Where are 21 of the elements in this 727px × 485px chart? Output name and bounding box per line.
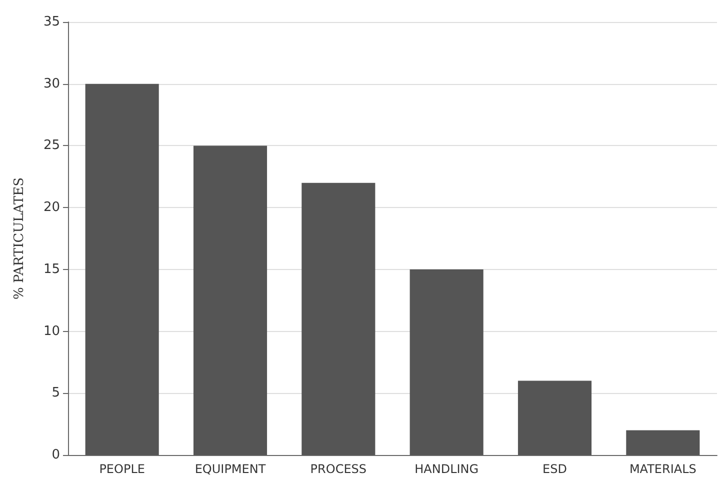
bar — [410, 269, 484, 455]
y-tick-label: 20 — [43, 200, 60, 216]
y-tick-label: 30 — [43, 76, 60, 92]
x-tick-label: MATERIALS — [629, 462, 696, 476]
y-tick-label: 35 — [43, 14, 60, 30]
x-tick-label: EQUIPMENT — [194, 462, 266, 476]
x-tick-label: HANDLING — [414, 462, 479, 476]
bar — [85, 84, 159, 455]
y-tick-label: 10 — [43, 324, 60, 339]
bar — [518, 380, 592, 455]
y-tick-label: 0 — [52, 448, 60, 462]
bar — [302, 182, 376, 455]
x-tick-label: PROCESS — [310, 462, 367, 476]
y-tick-label: 15 — [43, 262, 60, 277]
x-tick-label: ESD — [542, 462, 567, 476]
bar — [193, 146, 268, 455]
y-tick-label: 25 — [43, 138, 60, 154]
y-axis-title: % PARTICULATES — [12, 177, 27, 300]
bar — [626, 430, 700, 455]
y-tick-label: 5 — [52, 386, 60, 401]
x-tick-label: PEOPLE — [99, 462, 145, 476]
